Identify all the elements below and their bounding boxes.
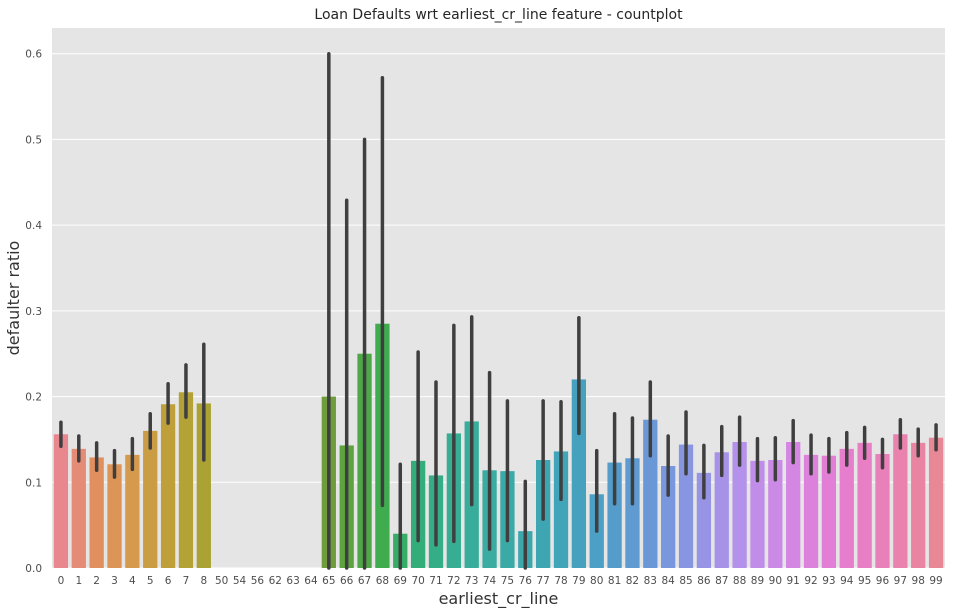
bar bbox=[768, 460, 783, 568]
x-tick-label: 1 bbox=[75, 575, 82, 587]
x-tick-label: 89 bbox=[751, 575, 764, 587]
x-tick-label: 78 bbox=[554, 575, 567, 587]
x-tick-label: 76 bbox=[519, 575, 533, 587]
x-tick-label: 62 bbox=[269, 575, 282, 587]
bar bbox=[625, 458, 640, 568]
y-tick-label: 0.5 bbox=[25, 134, 42, 146]
x-tick-label: 70 bbox=[411, 575, 424, 587]
bar bbox=[643, 419, 658, 568]
x-tick-label: 77 bbox=[536, 575, 549, 587]
bar bbox=[803, 454, 819, 568]
x-tick-label: 74 bbox=[483, 575, 497, 587]
x-tick-label: 69 bbox=[394, 575, 407, 587]
x-tick-label: 83 bbox=[644, 575, 657, 587]
bar bbox=[53, 434, 69, 568]
bar bbox=[89, 457, 104, 568]
chart-title: Loan Defaults wrt earliest_cr_line featu… bbox=[314, 7, 683, 23]
bar bbox=[911, 442, 926, 568]
x-tick-label: 66 bbox=[340, 575, 354, 587]
bar bbox=[196, 403, 211, 568]
bar bbox=[928, 437, 944, 568]
x-tick-label: 90 bbox=[769, 575, 782, 587]
bar bbox=[125, 454, 140, 568]
x-tick-label: 71 bbox=[429, 575, 442, 587]
x-tick-label: 80 bbox=[590, 575, 603, 587]
x-tick-labels: 0 1 2 3 4 5 6 7 8 50 54 56 62 63 64 65 66 67 68 69 70 71 72 73 7… bbox=[58, 575, 943, 587]
y-tick-labels: 0.0 0.1 0.2 0.3 0.4 0.5 0.6 bbox=[25, 49, 42, 575]
x-tick-label: 82 bbox=[626, 575, 639, 587]
x-tick-label: 91 bbox=[787, 575, 800, 587]
bar bbox=[786, 442, 801, 568]
x-tick-label: 99 bbox=[929, 575, 942, 587]
x-tick-label: 96 bbox=[876, 575, 890, 587]
y-tick-label: 0.2 bbox=[25, 392, 42, 404]
bar bbox=[893, 434, 908, 568]
bar bbox=[696, 472, 712, 568]
x-tick-label: 92 bbox=[804, 575, 817, 587]
x-tick-label: 93 bbox=[822, 575, 835, 587]
x-tick-label: 86 bbox=[697, 575, 711, 587]
x-tick-label: 5 bbox=[147, 575, 154, 587]
x-tick-label: 7 bbox=[183, 575, 190, 587]
x-tick-label: 95 bbox=[858, 575, 871, 587]
bar bbox=[839, 448, 854, 568]
y-tick-label: 0.4 bbox=[25, 220, 42, 232]
x-tick-label: 4 bbox=[129, 575, 136, 587]
x-tick-label: 85 bbox=[679, 575, 692, 587]
x-tick-label: 88 bbox=[733, 575, 746, 587]
x-tick-label: 81 bbox=[608, 575, 621, 587]
y-axis-title: defaulter ratio bbox=[4, 241, 23, 356]
x-tick-label: 63 bbox=[286, 575, 299, 587]
bar bbox=[678, 444, 694, 568]
x-tick-label: 72 bbox=[447, 575, 460, 587]
x-tick-label: 54 bbox=[233, 575, 247, 587]
x-tick-label: 6 bbox=[165, 575, 172, 587]
bar bbox=[607, 462, 622, 568]
x-tick-label: 97 bbox=[894, 575, 907, 587]
x-tick-label: 68 bbox=[376, 575, 389, 587]
bar bbox=[821, 455, 837, 568]
bar bbox=[553, 451, 569, 568]
bars bbox=[53, 323, 944, 568]
x-tick-label: 0 bbox=[58, 575, 65, 587]
x-tick-label: 87 bbox=[715, 575, 728, 587]
bar bbox=[143, 430, 158, 568]
bar bbox=[714, 452, 729, 568]
x-tick-label: 8 bbox=[200, 575, 207, 587]
x-tick-label: 65 bbox=[322, 575, 335, 587]
bar bbox=[178, 392, 194, 568]
y-tick-label: 0.6 bbox=[25, 49, 42, 61]
x-tick-label: 50 bbox=[215, 575, 228, 587]
error-bars bbox=[59, 51, 938, 570]
x-tick-label: 3 bbox=[111, 575, 118, 587]
y-tick-label: 0.3 bbox=[25, 306, 42, 318]
x-tick-label: 94 bbox=[840, 575, 854, 587]
x-tick-label: 79 bbox=[572, 575, 585, 587]
x-tick-label: 98 bbox=[912, 575, 925, 587]
x-tick-label: 64 bbox=[304, 575, 318, 587]
x-tick-label: 67 bbox=[358, 575, 371, 587]
bar bbox=[875, 454, 890, 568]
bar bbox=[750, 460, 765, 568]
bar bbox=[661, 466, 676, 568]
bar bbox=[732, 442, 747, 568]
x-tick-label: 2 bbox=[93, 575, 100, 587]
bar bbox=[71, 448, 86, 568]
bar bbox=[857, 442, 872, 568]
bar bbox=[107, 464, 122, 568]
x-tick-label: 56 bbox=[251, 575, 265, 587]
x-tick-label: 75 bbox=[501, 575, 514, 587]
bar bbox=[160, 404, 176, 568]
x-axis-title: earliest_cr_line bbox=[439, 589, 559, 609]
x-tick-label: 73 bbox=[465, 575, 478, 587]
x-tick-label: 84 bbox=[661, 575, 675, 587]
y-tick-label: 0.1 bbox=[25, 477, 42, 489]
bar bbox=[571, 379, 587, 568]
y-tick-label: 0.0 bbox=[25, 563, 42, 575]
